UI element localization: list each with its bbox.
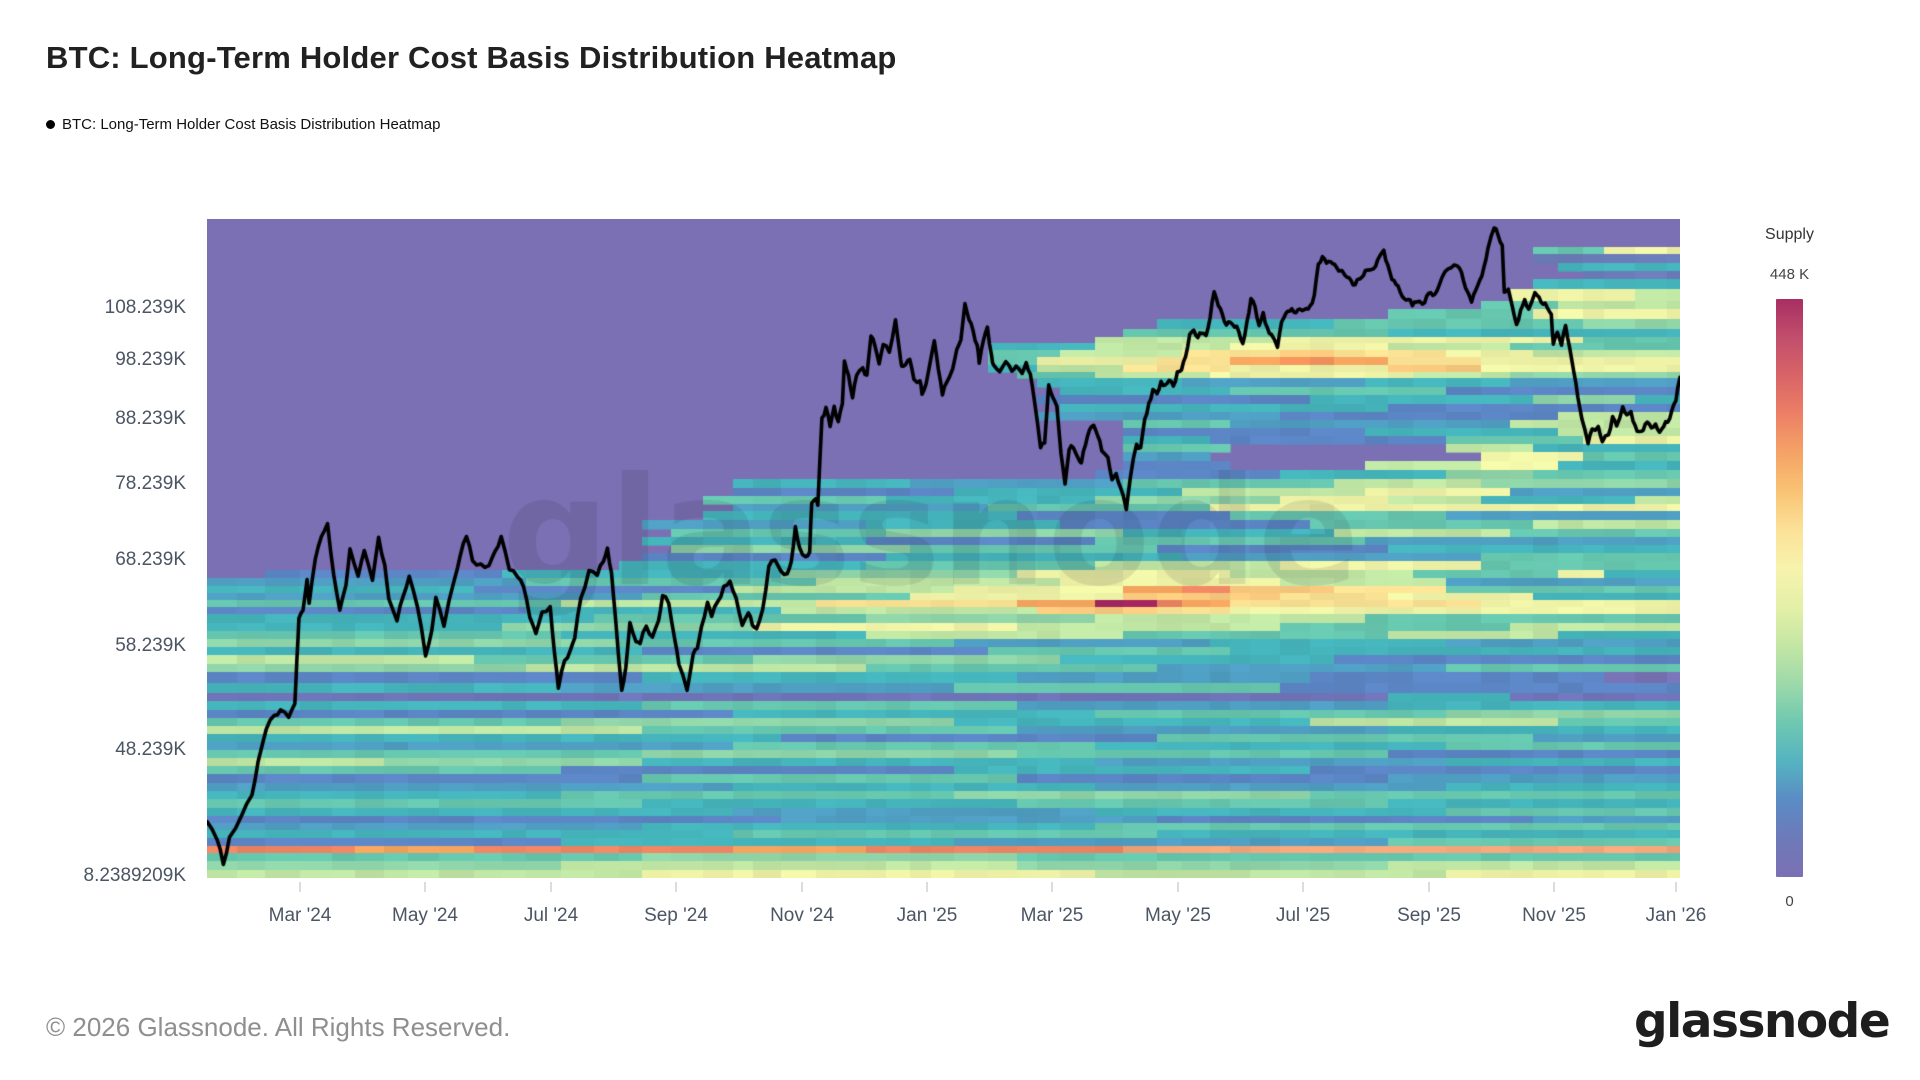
brand-logo: glassnode [1634, 994, 1891, 1049]
x-axis-tick [1177, 882, 1179, 892]
x-axis-label: Jul '25 [1275, 905, 1331, 926]
legend-label: BTC: Long-Term Holder Cost Basis Distrib… [62, 116, 441, 133]
y-axis-label: 78.239K [115, 473, 186, 494]
colorbar-max-label: 448 K [1769, 266, 1810, 283]
page-title: BTC: Long-Term Holder Cost Basis Distrib… [46, 40, 897, 75]
x-axis-label: Jan '26 [1645, 905, 1707, 926]
x-axis-label: Jan '25 [896, 905, 958, 926]
x-axis-tick [801, 882, 803, 892]
x-axis-tick [1051, 882, 1053, 892]
legend-marker-icon [46, 120, 55, 129]
x-axis-tick [1302, 882, 1304, 892]
x-axis-tick [1428, 882, 1430, 892]
y-axis-label: 68.239K [115, 549, 186, 570]
legend-item[interactable]: BTC: Long-Term Holder Cost Basis Distrib… [46, 116, 440, 133]
x-axis-tick [550, 882, 552, 892]
y-axis-label: 8.2389209K [83, 865, 187, 886]
x-axis-tick [1675, 882, 1677, 892]
x-axis-label: Nov '25 [1522, 905, 1586, 926]
y-axis-label: 108.239K [104, 297, 186, 318]
x-axis-tick [299, 882, 301, 892]
colorbar-min-label: 0 [1785, 893, 1794, 910]
x-axis-label: Jul '24 [523, 905, 579, 926]
x-axis-label: Mar '25 [1020, 905, 1084, 926]
x-axis-label: May '24 [392, 905, 458, 926]
colorbar-title: Supply [1765, 226, 1814, 243]
chart-plot-area [207, 219, 1680, 878]
x-axis-label: Sep '25 [1397, 905, 1461, 926]
colorbar-gradient [1776, 299, 1803, 877]
x-axis-tick [1553, 882, 1555, 892]
x-axis-tick [424, 882, 426, 892]
heatmap-canvas[interactable] [207, 219, 1680, 878]
x-axis-tick [675, 882, 677, 892]
footer-copyright: © 2026 Glassnode. All Rights Reserved. [46, 1012, 511, 1042]
y-axis-label: 98.239K [115, 349, 186, 370]
x-axis-label: Sep '24 [644, 905, 708, 926]
y-axis-label: 58.239K [115, 635, 186, 656]
x-axis-label: Nov '24 [770, 905, 834, 926]
y-axis-label: 48.239K [115, 739, 186, 760]
x-axis-label: May '25 [1145, 905, 1211, 926]
y-axis-label: 88.239K [115, 408, 186, 429]
x-axis-tick [926, 882, 928, 892]
x-axis-label: Mar '24 [268, 905, 332, 926]
